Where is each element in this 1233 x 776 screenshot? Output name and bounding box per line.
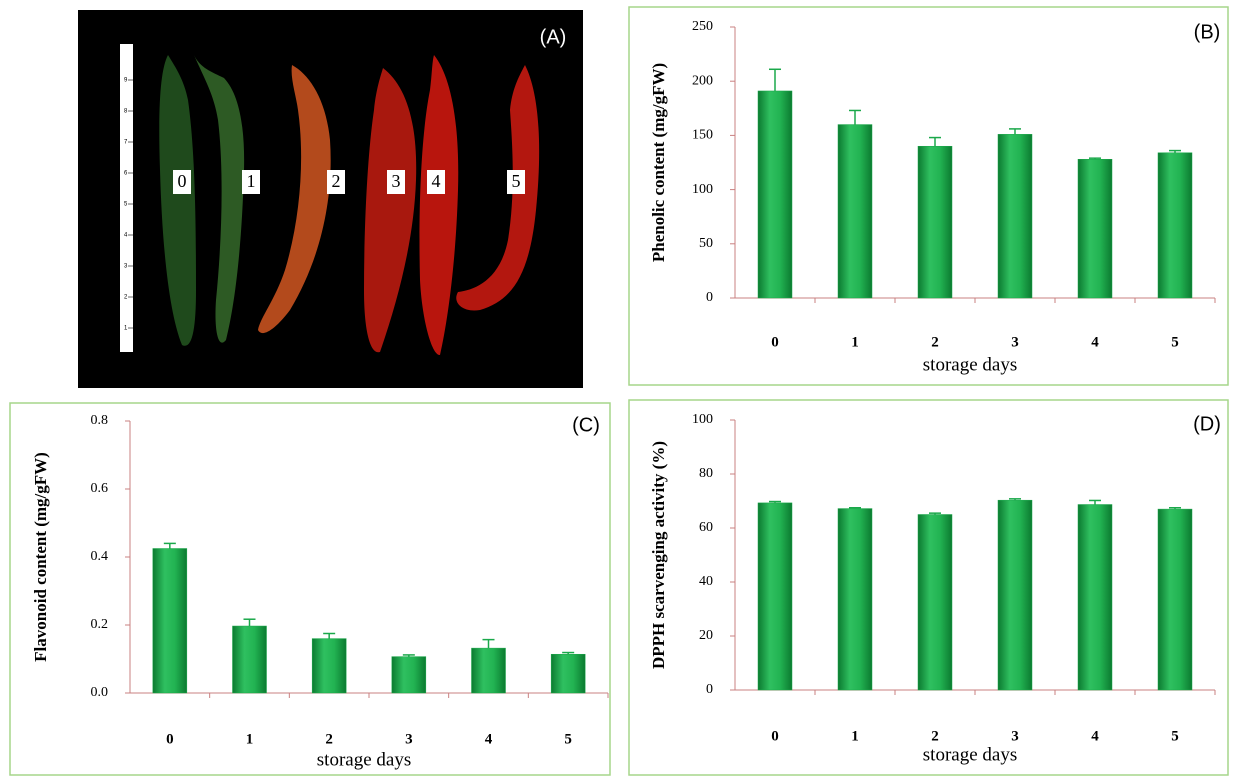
bar bbox=[838, 125, 872, 298]
y-axis-label: Flavonoid content (mg/gFW) bbox=[31, 452, 50, 662]
x-tick-label: 4 bbox=[1091, 728, 1099, 744]
bar bbox=[1158, 509, 1192, 690]
bar bbox=[998, 134, 1032, 298]
x-tick-label: 5 bbox=[1171, 334, 1179, 350]
x-tick-label: 5 bbox=[1171, 728, 1179, 744]
panel-border bbox=[10, 403, 610, 775]
bar bbox=[233, 626, 267, 693]
pepper-label: 5 bbox=[512, 171, 521, 191]
x-tick-label: 3 bbox=[1011, 334, 1019, 350]
bar bbox=[312, 639, 346, 693]
bar bbox=[392, 657, 426, 693]
photo-panel bbox=[78, 10, 583, 388]
y-tick-label: 0.4 bbox=[91, 549, 109, 564]
x-tick-label: 1 bbox=[851, 728, 859, 744]
pepper-label: 0 bbox=[178, 171, 187, 191]
x-tick-label: 2 bbox=[931, 728, 939, 744]
x-tick-label: 1 bbox=[246, 731, 254, 747]
y-tick-label: 0.2 bbox=[91, 617, 109, 632]
y-tick-label: 0.0 bbox=[91, 685, 109, 700]
x-tick-label: 4 bbox=[1091, 334, 1099, 350]
pepper-label: 3 bbox=[392, 171, 401, 191]
y-tick-label: 40 bbox=[699, 574, 713, 589]
bar bbox=[918, 146, 952, 298]
bar bbox=[551, 654, 585, 693]
x-tick-label: 1 bbox=[851, 334, 859, 350]
x-tick-label: 4 bbox=[485, 731, 493, 747]
bar bbox=[472, 648, 506, 693]
y-tick-label: 150 bbox=[692, 128, 713, 143]
y-tick-label: 80 bbox=[699, 466, 713, 481]
x-tick-label: 2 bbox=[325, 731, 333, 747]
y-tick-label: 0.8 bbox=[91, 413, 109, 428]
y-axis-label: DPPH scarvenging activity (%) bbox=[649, 441, 668, 669]
pepper-label: 4 bbox=[432, 171, 441, 191]
x-tick-label: 3 bbox=[405, 731, 413, 747]
x-tick-label: 0 bbox=[771, 728, 779, 744]
panel-label: (D) bbox=[1193, 413, 1221, 435]
x-axis-label: storage days bbox=[923, 354, 1017, 375]
figure: (A)012345987654321050100150200250012345s… bbox=[0, 0, 1233, 776]
photo-background bbox=[78, 10, 583, 388]
bar bbox=[153, 549, 187, 694]
x-tick-label: 3 bbox=[1011, 728, 1019, 744]
pepper-label: 2 bbox=[332, 171, 341, 191]
x-axis-label: storage days bbox=[317, 749, 411, 770]
bar bbox=[838, 509, 872, 690]
bar bbox=[918, 515, 952, 691]
bar bbox=[758, 503, 792, 690]
y-tick-label: 100 bbox=[692, 412, 713, 427]
bar bbox=[998, 500, 1032, 690]
y-axis-label: Phenolic content (mg/gFW) bbox=[649, 63, 668, 262]
y-tick-label: 60 bbox=[699, 520, 713, 535]
y-tick-label: 100 bbox=[692, 182, 713, 197]
bar bbox=[1078, 159, 1112, 298]
bar bbox=[1078, 505, 1112, 690]
x-tick-label: 0 bbox=[166, 731, 174, 747]
y-tick-label: 0 bbox=[706, 290, 713, 305]
x-axis-label: storage days bbox=[923, 744, 1017, 765]
y-tick-label: 50 bbox=[699, 236, 713, 251]
pepper-label: 1 bbox=[247, 171, 256, 191]
y-tick-label: 0.6 bbox=[91, 481, 109, 496]
y-tick-label: 200 bbox=[692, 73, 713, 88]
y-tick-label: 0 bbox=[706, 682, 713, 697]
y-tick-label: 20 bbox=[699, 628, 713, 643]
x-tick-label: 0 bbox=[771, 334, 779, 350]
panel-label: (C) bbox=[572, 414, 600, 436]
x-tick-label: 2 bbox=[931, 334, 939, 350]
y-tick-label: 250 bbox=[692, 19, 713, 34]
panel-label: (B) bbox=[1194, 21, 1221, 43]
x-tick-label: 5 bbox=[564, 731, 572, 747]
bar bbox=[1158, 153, 1192, 298]
ruler bbox=[120, 44, 133, 352]
bar bbox=[758, 91, 792, 298]
panel-label: (A) bbox=[540, 26, 567, 48]
